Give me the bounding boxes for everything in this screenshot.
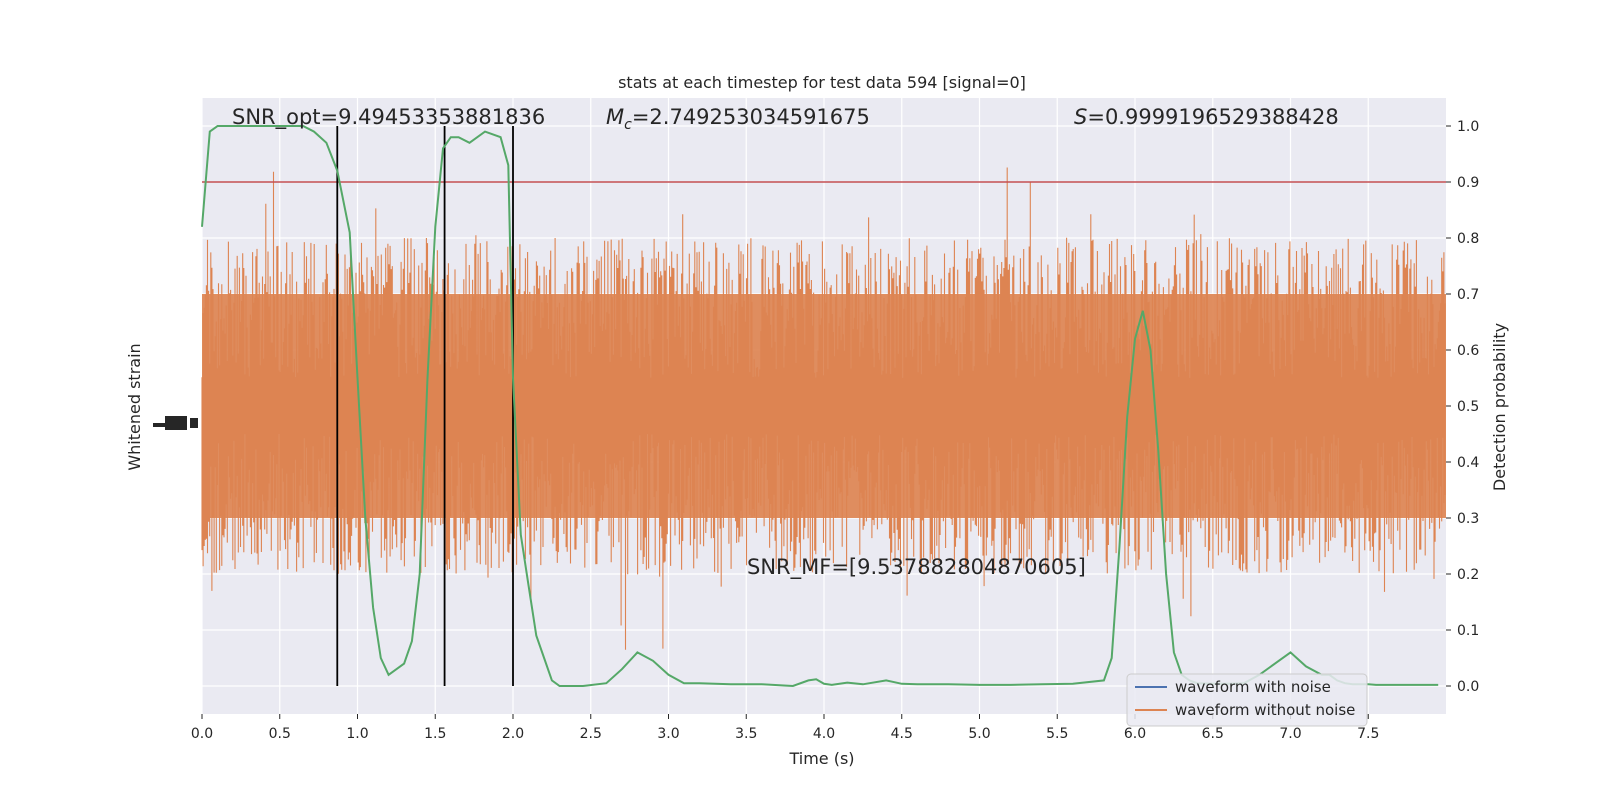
y-tick-label: 0.3 [1457, 511, 1479, 527]
legend-label-waveform-without-noise: waveform without noise [1175, 701, 1355, 719]
x-tick-label: 4.5 [891, 726, 913, 742]
x-tick-label: 2.0 [502, 726, 524, 742]
y-tick-label: 0.8 [1457, 231, 1479, 247]
y-axis-label-right: Detection probability [1490, 323, 1509, 491]
annotation-snr-opt: SNR_opt=9.49453353881836 [232, 105, 545, 130]
annotation-snr-mf: SNR_MF=[9.537882804870605] [747, 555, 1086, 580]
x-tick-label: 6.0 [1124, 726, 1146, 742]
annotation-chirp-mass: Mc=2.749253034591675 [606, 105, 870, 133]
y-tick-label: 0.6 [1457, 343, 1479, 359]
x-tick-label: 5.0 [968, 726, 990, 742]
x-tick-label: 1.5 [424, 726, 446, 742]
x-tick-label: 1.0 [346, 726, 368, 742]
legend: waveform with noise waveform without noi… [1126, 673, 1368, 727]
x-tick-label: 2.5 [580, 726, 602, 742]
x-axis-label: Time (s) [788, 749, 854, 768]
chart-title: stats at each timestep for test data 594… [618, 73, 1026, 92]
x-tick-label: 5.5 [1046, 726, 1068, 742]
left-axis-tick-cluster [153, 416, 198, 430]
y-tick-label: 0.9 [1457, 175, 1479, 191]
x-tick-label: 7.0 [1279, 726, 1301, 742]
y-tick-label: 1.0 [1457, 119, 1479, 135]
x-tick-label: 0.5 [269, 726, 291, 742]
y-tick-label: 0.0 [1457, 679, 1479, 695]
legend-label-waveform-with-noise: waveform with noise [1175, 678, 1331, 696]
y-tick-label: 0.4 [1457, 455, 1479, 471]
y-tick-label: 0.1 [1457, 623, 1479, 639]
legend-box [1126, 673, 1368, 727]
x-tick-label: 3.5 [735, 726, 757, 742]
vertical-lines-layer [336, 126, 514, 686]
noise-layer [201, 167, 1446, 650]
waveform-without-noise-line [201, 167, 1446, 650]
y-axis-label-left: Whitened strain [125, 343, 144, 470]
annotation-s-value: S=0.9999196529388428 [1074, 105, 1339, 129]
x-tick-label: 3.0 [657, 726, 679, 742]
y-tick-label: 0.7 [1457, 287, 1479, 303]
x-tick-label: 4.0 [813, 726, 835, 742]
x-tick-label: 0.0 [191, 726, 213, 742]
y-tick-label: 0.2 [1457, 567, 1479, 583]
tick-layer: 0.0 0.5 1.0 1.5 2.0 2.5 3.0 3.5 4.0 4.5 5.0 5.5 6.0 6… [191, 119, 1479, 742]
x-tick-label: 7.5 [1357, 726, 1379, 742]
x-tick-label: 6.5 [1202, 726, 1224, 742]
y-tick-label: 0.5 [1457, 399, 1479, 415]
